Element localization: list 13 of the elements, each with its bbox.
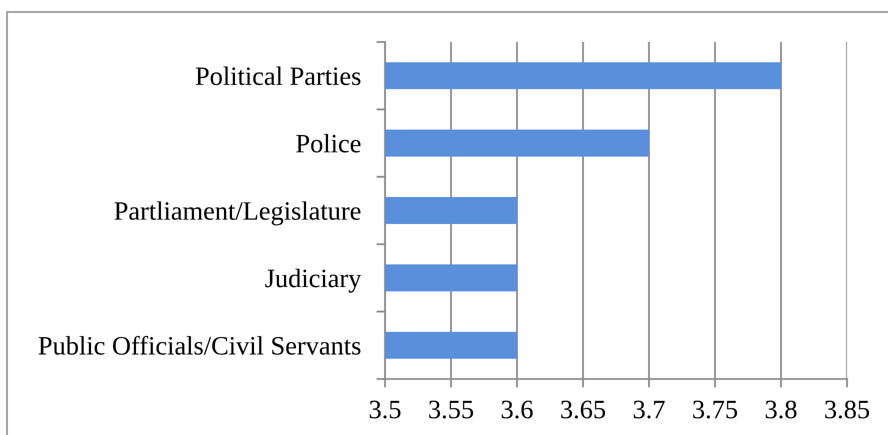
- x-tick-label: 3.8: [766, 400, 796, 419]
- x-tick-label: 3.75: [693, 400, 738, 419]
- y-tick-label: Judiciary: [265, 268, 362, 293]
- y-tick-label: Public Officials/Civil Servants: [38, 336, 360, 355]
- x-tick-label: 3.55: [429, 400, 474, 419]
- x-tick-label: 3.65: [561, 400, 606, 419]
- y-tick-label: Police: [296, 134, 360, 153]
- x-tick-label: 3.7: [634, 400, 665, 419]
- y-tick-label: Political Parties: [196, 66, 360, 86]
- x-tick-label: 3.6: [502, 400, 533, 419]
- y-tick-label: Partliament/Legislature: [114, 201, 360, 226]
- x-tick-label: 3.5: [370, 400, 400, 419]
- x-tick-label: 3.85: [825, 400, 870, 419]
